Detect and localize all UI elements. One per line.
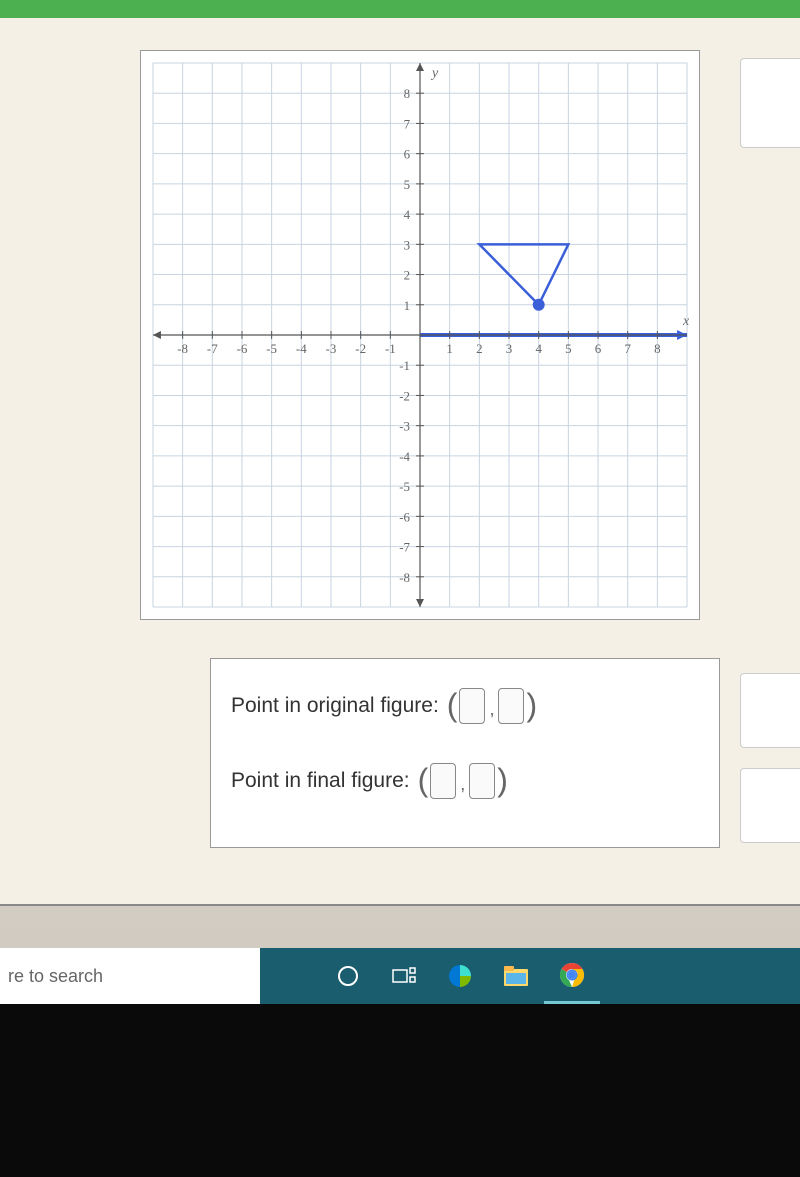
svg-text:1: 1 [446,341,452,356]
search-placeholder: re to search [8,966,103,987]
task-view-icon[interactable] [376,948,432,1004]
svg-text:1: 1 [404,298,410,313]
side-button-top[interactable] [740,58,800,148]
svg-text:-8: -8 [177,341,188,356]
svg-text:-3: -3 [399,419,410,434]
coordinate-graph[interactable]: -8 -7 -6 -5 -4 -3 -2 -1 1 2 3 4 5 6 7 8 -8 -7 -6 -5 -4 -3 -2 -1… [140,50,700,620]
svg-text:8: 8 [654,341,660,356]
final-inputs: (,) [418,762,508,799]
below-screen-area [0,1004,800,1177]
svg-text:-1: -1 [399,358,410,373]
svg-text:-7: -7 [207,341,218,356]
svg-text:3: 3 [404,237,410,252]
screen-area: -8 -7 -6 -5 -4 -3 -2 -1 1 2 3 4 5 6 7 8 -8 -7 -6 -5 -4 -3 -2 -1… [0,0,800,975]
svg-text:-1: -1 [385,341,396,356]
svg-text:7: 7 [624,341,631,356]
original-point-row: Point in original figure: (,) [231,687,699,724]
svg-text:6: 6 [595,341,602,356]
svg-text:-2: -2 [355,341,366,356]
original-y-input[interactable] [498,688,524,724]
search-box[interactable]: re to search [0,948,260,1004]
svg-text:4: 4 [404,207,411,222]
svg-text:-5: -5 [266,341,277,356]
svg-text:5: 5 [404,177,410,192]
cortana-icon[interactable] [320,948,376,1004]
svg-text:6: 6 [404,147,411,162]
svg-text:2: 2 [404,268,410,283]
svg-text:-8: -8 [399,570,410,585]
svg-text:-4: -4 [399,449,410,464]
chrome-icon[interactable] [544,948,600,1004]
final-x-input[interactable] [430,763,456,799]
original-x-input[interactable] [459,688,485,724]
svg-text:3: 3 [506,341,512,356]
svg-text:4: 4 [535,341,542,356]
final-label: Point in final figure: [231,769,410,793]
top-green-bar [0,0,800,18]
svg-text:-3: -3 [326,341,337,356]
final-point-row: Point in final figure: (,) [231,762,699,799]
side-button-mid[interactable] [740,673,800,748]
edge-icon[interactable] [432,948,488,1004]
answer-box: Point in original figure: (,) Point in f… [210,658,720,848]
original-inputs: (,) [447,687,537,724]
svg-text:-6: -6 [399,509,410,524]
side-button-bottom[interactable] [740,768,800,843]
svg-text:5: 5 [565,341,571,356]
svg-text:x: x [682,314,690,329]
taskbar-icons [320,948,600,1004]
svg-text:2: 2 [476,341,482,356]
svg-text:-5: -5 [399,479,410,494]
svg-text:-7: -7 [399,540,410,555]
svg-text:y: y [430,66,439,81]
file-explorer-icon[interactable] [488,948,544,1004]
svg-text:-2: -2 [399,388,410,403]
svg-text:-6: -6 [237,341,248,356]
svg-text:7: 7 [404,116,411,131]
content-panel: -8 -7 -6 -5 -4 -3 -2 -1 1 2 3 4 5 6 7 8 -8 -7 -6 -5 -4 -3 -2 -1… [0,18,800,904]
svg-text:-4: -4 [296,341,307,356]
divider [0,904,800,906]
original-label: Point in original figure: [231,694,439,718]
final-y-input[interactable] [469,763,495,799]
svg-text:8: 8 [404,86,410,101]
taskbar: re to search [0,948,800,1004]
